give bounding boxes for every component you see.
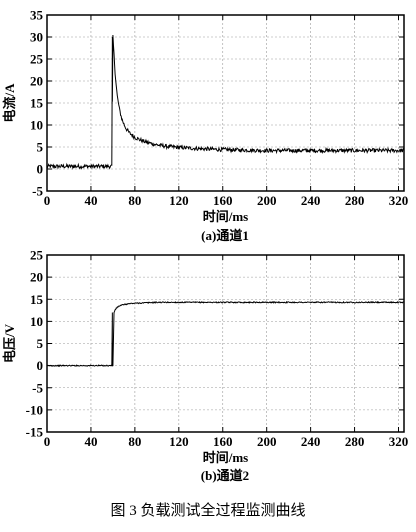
chart-b-xtick-label-6: 240 (301, 434, 321, 449)
chart-a-xtick-label-6: 240 (301, 193, 321, 208)
chart-b-ytick-label-0: -15 (26, 425, 44, 440)
chart-a-ytick-label-2: 5 (37, 140, 44, 155)
chart-channel-2: 0 40 80 120 160 200 240 280 320 -15 -10 -5 0 5 10 15 20 2… (2, 248, 408, 466)
figure-caption: 图 3 负载测试全过程监测曲线 (110, 501, 305, 519)
chart-b-ytick-label-3: 0 (37, 358, 44, 373)
chart-a-ytick-label-1: 0 (37, 162, 44, 177)
chart-b-xtick-label-0: 0 (44, 434, 51, 449)
chart-a-ytick-label-8: 35 (30, 8, 44, 23)
chart-a-xtick-label-0: 0 (44, 193, 51, 208)
chart-a-series-line (46, 35, 405, 170)
chart-a-xtick-label-1: 40 (84, 193, 97, 208)
chart-b-ylabel: 电压/V (2, 323, 17, 363)
chart-b-xtick-label-1: 40 (84, 434, 97, 449)
chart-a-ytick-label-3: 10 (30, 118, 43, 133)
chart-b-xtick-label-3: 120 (169, 434, 189, 449)
chart-b-ytick-label-2: -5 (32, 380, 43, 395)
chart-b-series-line (46, 300, 405, 368)
chart-a-xtick-label-7: 280 (345, 193, 365, 208)
chart-a-xtick-label-3: 120 (169, 193, 189, 208)
chart-b-ytick-label-8: 25 (30, 248, 44, 263)
chart-a-xtick-label-2: 80 (128, 193, 141, 208)
chart-a-ytick-label-6: 25 (30, 52, 44, 67)
chart-b-xtick-label-7: 280 (345, 434, 365, 449)
chart-b-ytick-label-7: 20 (30, 270, 43, 285)
chart-a-xtick-label-4: 160 (213, 193, 233, 208)
chart-a-xtick-label-5: 200 (257, 193, 277, 208)
chart-a-ylabel: 电流/A (2, 83, 17, 123)
chart-b-ytick-label-5: 10 (30, 314, 43, 329)
chart-b-xtick-label-8: 320 (389, 434, 409, 449)
chart-b-ytick-label-4: 5 (37, 336, 44, 351)
chart-a-ytick-label-7: 30 (30, 30, 43, 45)
chart-b-caption: (b)通道2 (201, 468, 249, 483)
chart-b-xtick-label-5: 200 (257, 434, 277, 449)
chart-b-ytick-label-6: 15 (30, 292, 44, 307)
chart-b-xtick-label-2: 80 (128, 434, 141, 449)
chart-a-xlabel: 时间/ms (203, 209, 249, 224)
chart-a-xtick-label-8: 320 (389, 193, 409, 208)
chart-a-ytick-label-4: 15 (30, 96, 44, 111)
chart-a-ytick-label-5: 20 (30, 74, 43, 89)
chart-a-caption: (a)通道1 (201, 228, 249, 243)
chart-b-xtick-label-4: 160 (213, 434, 233, 449)
chart-channel-1: 0 40 80 120 160 200 240 280 320-505101520253035时… (2, 8, 408, 225)
chart-b-ytick-label-1: -10 (26, 402, 43, 417)
chart-b-xlabel: 时间/ms (203, 450, 249, 465)
chart-a-ytick-label-0: -5 (32, 184, 43, 199)
